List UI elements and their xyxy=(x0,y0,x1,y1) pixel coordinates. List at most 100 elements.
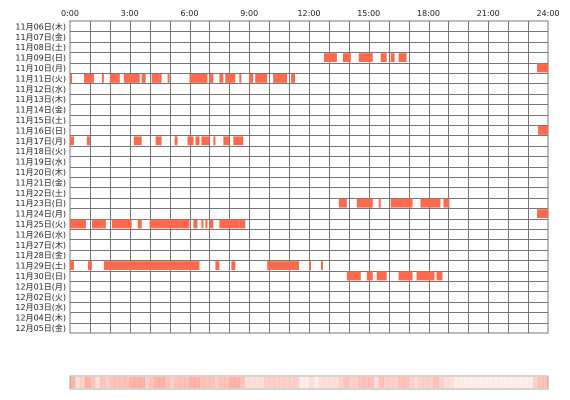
x-tick-label: 9:00 xyxy=(240,9,258,18)
row-label: 11月09日(日) xyxy=(15,54,66,63)
activity-bar xyxy=(537,63,548,73)
activity-bar xyxy=(320,261,323,270)
activity-bar xyxy=(70,74,72,83)
summary-cell xyxy=(309,377,315,388)
activity-bar xyxy=(193,219,198,229)
summary-cell xyxy=(423,377,429,388)
activity-bar xyxy=(103,261,200,270)
activity-bar xyxy=(223,136,230,146)
activity-bar xyxy=(109,74,120,83)
activity-bar xyxy=(356,198,373,208)
activity-bar xyxy=(141,74,146,83)
summary-cell xyxy=(448,377,454,388)
summary-cell xyxy=(109,377,116,388)
summary-cell xyxy=(388,377,394,388)
activity-bar xyxy=(70,136,74,146)
x-tick-label: 6:00 xyxy=(181,9,199,18)
activity-bar xyxy=(273,74,288,83)
row-label: 11月22日(土) xyxy=(15,188,66,198)
summary-cell xyxy=(498,377,504,388)
summary-cell xyxy=(408,377,414,388)
row-label: 11月16日(日) xyxy=(15,126,66,135)
row-label: 12月05日(金) xyxy=(15,323,66,333)
summary-cell xyxy=(124,377,131,388)
row-label: 11月17日(月) xyxy=(15,137,66,146)
summary-cell xyxy=(179,377,185,388)
row-label: 11月19日(水) xyxy=(15,157,66,167)
summary-cell xyxy=(274,377,280,388)
activity-bar xyxy=(443,198,450,208)
summary-cell xyxy=(294,377,300,388)
summary-cell xyxy=(149,377,155,388)
activity-bar xyxy=(436,271,443,281)
summary-cell xyxy=(318,377,325,388)
summary-cell xyxy=(368,377,375,388)
summary-cell xyxy=(438,377,444,388)
row-label: 11月14日(金) xyxy=(15,105,66,115)
summary-cell xyxy=(398,377,404,388)
summary-cell xyxy=(443,377,449,388)
activity-bar xyxy=(346,271,361,281)
x-tick-label: 24:00 xyxy=(536,9,559,18)
summary-cell xyxy=(403,377,409,388)
summary-cell xyxy=(284,377,290,388)
summary-cell xyxy=(528,377,534,388)
summary-cell xyxy=(289,377,295,388)
activity-bar xyxy=(151,74,160,83)
row-label: 11月11日(火) xyxy=(15,74,66,83)
summary-cell xyxy=(214,377,220,388)
summary-cell xyxy=(428,377,434,388)
activity-bar xyxy=(342,53,351,62)
row-label: 12月01日(月) xyxy=(15,282,66,291)
activity-bar xyxy=(380,53,387,62)
summary-cell xyxy=(463,377,469,388)
summary-cell xyxy=(199,377,205,388)
activity-bar xyxy=(189,74,208,83)
summary-cell xyxy=(363,377,370,388)
summary-cell xyxy=(174,377,180,388)
summary-cell xyxy=(348,377,355,388)
summary-cell xyxy=(473,377,479,388)
x-tick-label: 21:00 xyxy=(477,9,500,18)
activity-bar xyxy=(390,198,413,208)
summary-cell xyxy=(89,377,96,388)
summary-cell xyxy=(134,377,141,388)
row-label: 11月24日(月) xyxy=(15,210,66,219)
activity-bar xyxy=(358,53,373,62)
summary-cell xyxy=(94,377,101,388)
summary-cell xyxy=(343,377,350,388)
activity-bar xyxy=(239,219,246,229)
row-label: 11月29日(土) xyxy=(15,261,66,271)
x-tick-label: 15:00 xyxy=(357,9,380,18)
summary-cell xyxy=(323,377,330,388)
activity-bar xyxy=(187,136,194,146)
summary-strip xyxy=(69,375,549,390)
activity-bar xyxy=(309,261,311,270)
x-axis-ticks: 0:00 3:00 6:00 9:00 12:00 15:00 18:00 21:00 24:0… xyxy=(61,9,560,18)
summary-cell xyxy=(114,377,121,388)
activity-bar xyxy=(416,271,435,281)
summary-cell xyxy=(219,377,225,388)
summary-cell xyxy=(99,377,106,388)
summary-cell xyxy=(229,377,235,388)
row-label: 11月13日(木) xyxy=(15,94,66,104)
row-label: 11月30日(日) xyxy=(15,272,66,281)
activity-bar xyxy=(111,219,132,229)
summary-cell xyxy=(358,377,365,388)
activity-bar xyxy=(249,74,254,83)
activity-bar xyxy=(233,136,244,146)
summary-cell xyxy=(194,377,200,388)
activity-bar xyxy=(213,136,216,146)
summary-cell xyxy=(488,377,494,388)
row-label: 11月07日(金) xyxy=(15,32,66,42)
row-label: 11月15日(土) xyxy=(15,115,66,125)
summary-cell xyxy=(249,377,255,388)
row-label: 11月08日(土) xyxy=(15,42,66,52)
summary-cell xyxy=(204,377,210,388)
summary-cell xyxy=(154,377,160,388)
activity-bar xyxy=(420,198,441,208)
activity-bar xyxy=(159,74,162,83)
summary-cell xyxy=(269,377,275,388)
activity-bar xyxy=(137,219,142,229)
activity-bar xyxy=(70,219,86,229)
